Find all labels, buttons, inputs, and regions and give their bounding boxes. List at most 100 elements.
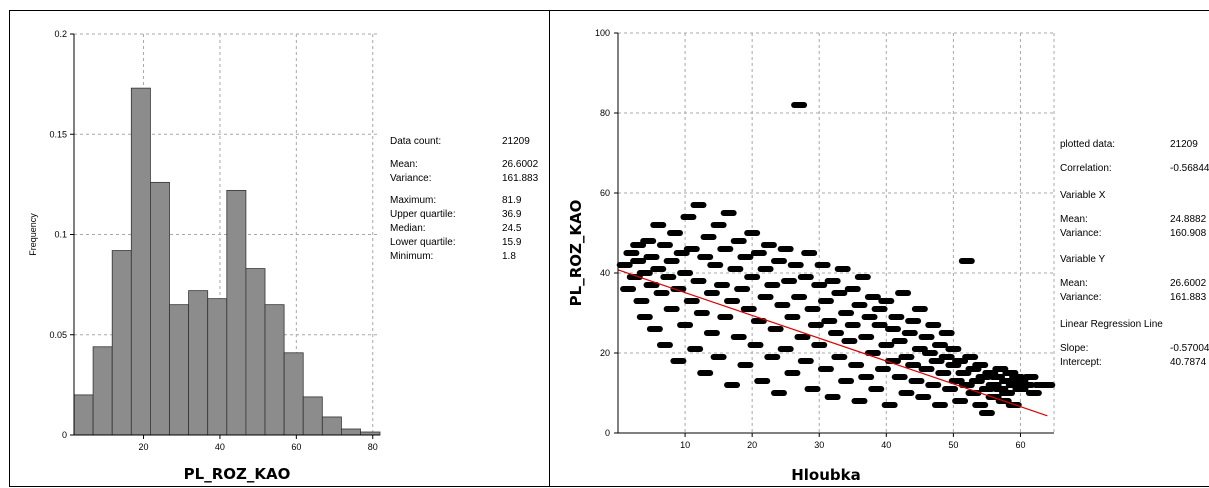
scatter-point [754, 378, 771, 384]
scatter-point [848, 362, 865, 368]
y-tick-label: 60 [600, 188, 610, 198]
scatter-point [703, 330, 720, 336]
scatter-point [660, 274, 677, 280]
stat-label: Correlation: [1060, 163, 1112, 174]
scatter-point [737, 362, 754, 368]
scatter-point [817, 366, 834, 372]
scatter-point [764, 354, 781, 360]
scatter-point [978, 410, 995, 416]
stat-value: -0.57004 [1170, 343, 1209, 354]
scatter-point [804, 386, 821, 392]
scatter-point [636, 314, 653, 320]
scatter-point [764, 282, 781, 288]
scatter-point [787, 262, 804, 268]
scatter-stats: plotted data: 21209 Correlation: -0.56844 … [1060, 139, 1209, 419]
scatter-point [811, 342, 828, 348]
stat-value: 81.9 [502, 195, 522, 206]
histogram-panel: 0 0.05 0.1 0.15 0.2 20 40 60 80 PL_ROZ_KAO Frequen… [9, 10, 550, 487]
scatter-point [945, 346, 962, 352]
scatter-point [703, 290, 720, 296]
scatter-point [710, 222, 727, 228]
scatter-point [858, 334, 875, 340]
scatter-point [1039, 382, 1056, 388]
histogram-bar [302, 396, 323, 436]
scatter-point [770, 258, 787, 264]
stat-label: Variance: [390, 173, 432, 184]
scatter-point [784, 314, 801, 320]
regression-line [617, 269, 1048, 417]
scatter-point [925, 322, 942, 328]
scatter-point [616, 262, 633, 268]
scatter-point [868, 386, 885, 392]
scatter-point [1019, 382, 1036, 388]
scatter-point [791, 294, 808, 300]
scatter-point [750, 318, 767, 324]
scatter-point [898, 390, 915, 396]
scatter-point [777, 346, 794, 352]
scatter-point [744, 230, 761, 236]
scatter-point [697, 370, 714, 376]
stat-value: 26.6002 [502, 159, 539, 170]
stat-label: Slope: [1060, 343, 1089, 354]
scatter-point [650, 266, 667, 272]
scatter-point [707, 262, 724, 268]
x-axis-label: Hloubka [791, 466, 861, 484]
scatter-point [871, 306, 888, 312]
scatter-point [885, 326, 902, 332]
scatter-point [905, 318, 922, 324]
scatter-point [744, 274, 761, 280]
scatter-point [942, 386, 959, 392]
scatter-point [623, 250, 640, 256]
scatter-point [838, 378, 855, 384]
stat-value: 21209 [502, 136, 530, 147]
scatter-point [881, 402, 898, 408]
scatter-point [958, 258, 975, 264]
scatter-point [831, 290, 848, 296]
scatter-point [952, 398, 969, 404]
scatter-point [777, 246, 794, 252]
scatter-point [999, 390, 1016, 396]
y-tick-label: 0 [62, 430, 67, 440]
scatter-point [747, 342, 764, 348]
x-tick-label: 80 [368, 442, 378, 452]
scatter-point [972, 402, 989, 408]
scatter-point [851, 302, 868, 308]
x-axis-label: PL_ROZ_KAO [184, 465, 291, 483]
stat-label: plotted data: [1060, 139, 1116, 150]
histogram-bar [169, 304, 190, 436]
scatter-point [1025, 390, 1042, 396]
scatter-point [931, 342, 948, 348]
scatter-point [915, 394, 932, 400]
stat-label: Upper quartile: [390, 209, 456, 220]
scatter-point [838, 310, 855, 316]
scatter-point [1022, 374, 1039, 380]
scatter-point [925, 382, 942, 388]
scatter-point [854, 274, 871, 280]
stat-section-title: Linear Regression Line [1060, 319, 1163, 330]
y-tick-label: 0.1 [54, 230, 67, 240]
scatter-point [921, 350, 938, 356]
scatter-point [918, 334, 935, 340]
histogram-bar [188, 290, 209, 436]
x-tick-label: 20 [139, 442, 149, 452]
scatter-point [727, 266, 744, 272]
scatter-point [911, 306, 928, 312]
stat-label: Data count: [390, 136, 442, 147]
stat-value: 24.5 [502, 223, 522, 234]
scatter-point [750, 250, 767, 256]
scatter-point [918, 366, 935, 372]
scatter-point [891, 374, 908, 380]
y-tick-label: 40 [600, 268, 610, 278]
scatter-point [630, 258, 647, 264]
scatter-point [814, 262, 831, 268]
scatter-point [717, 246, 734, 252]
scatter-point [781, 278, 798, 284]
scatter-point [817, 298, 834, 304]
scatter-point [972, 362, 989, 368]
scatter-point [653, 290, 670, 296]
histogram-bar [226, 189, 247, 436]
scatter-point [693, 310, 710, 316]
scatter-point [895, 290, 912, 296]
histogram-bar [150, 181, 170, 436]
scatter-point [724, 298, 741, 304]
